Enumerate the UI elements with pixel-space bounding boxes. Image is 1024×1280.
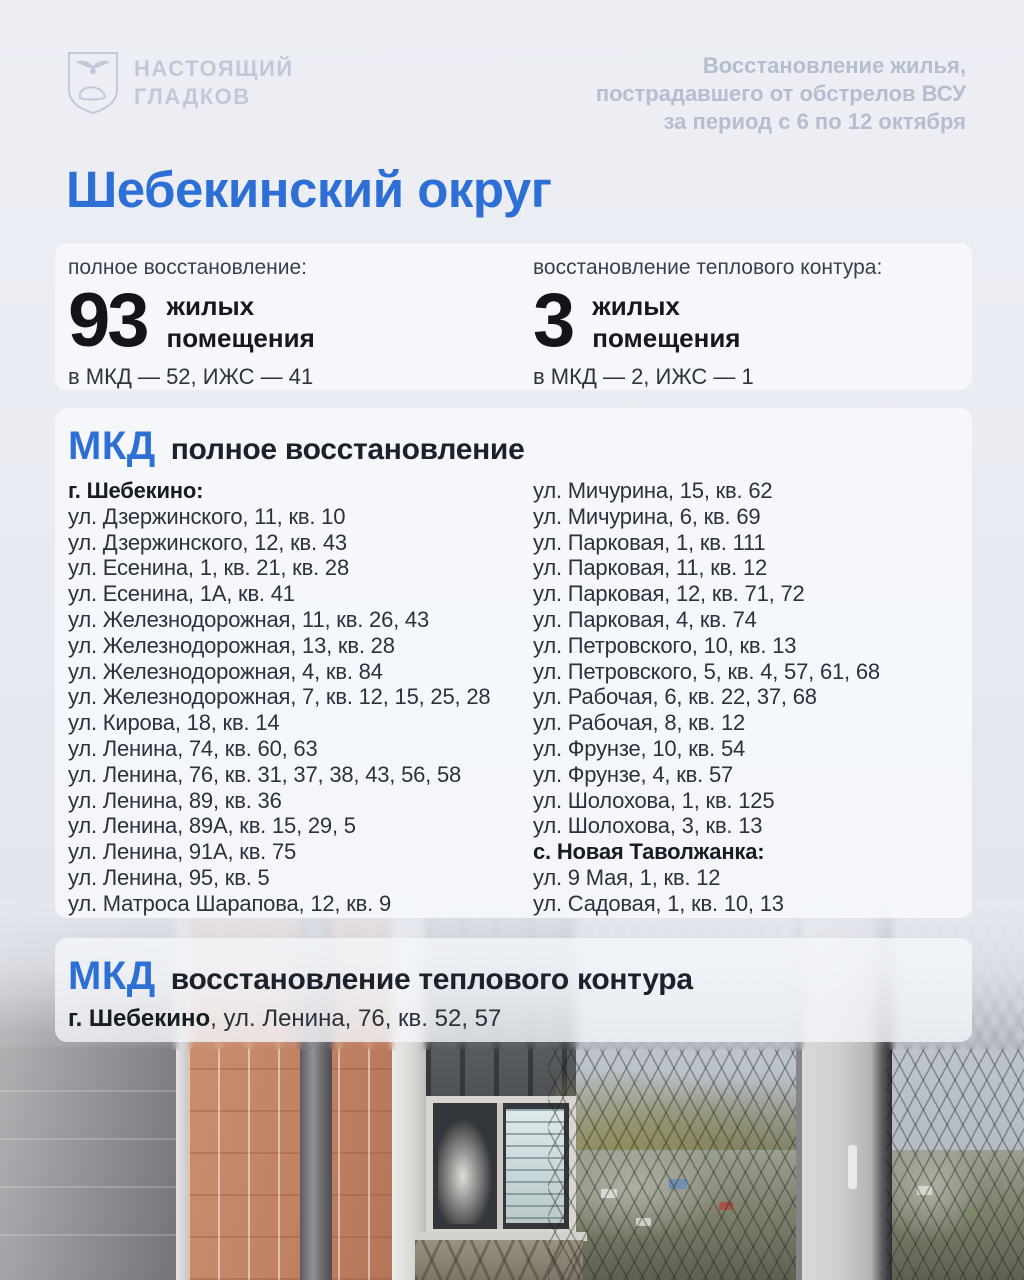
address-item: ул. Шолохова, 3, кв. 13 — [533, 813, 763, 839]
address-item: ул. Рабочая, 6, кв. 22, 37, 68 — [533, 684, 817, 710]
thermal-restoration-card: МКД восстановление теплового контура г. … — [55, 938, 972, 1042]
chevron-apron-panel — [415, 1240, 583, 1280]
stat-unit-line1: жилых — [166, 291, 255, 321]
stat-label: полное восстановление: — [68, 256, 308, 279]
brand-name-line1: НАСТОЯЩИЙ — [134, 56, 294, 81]
address-item: ул. Парковая, 1, кв. 111 — [533, 529, 766, 555]
thermal-address: , ул. Ленина, 76, кв. 52, 57 — [210, 1005, 502, 1032]
subtitle-line: Восстановление жилья, — [702, 53, 966, 78]
address-column-right: ул. Мичурина, 15, кв. 62 ул. Мичурина, 6,… — [533, 478, 880, 917]
address-item: ул. Парковая, 11, кв. 12 — [533, 555, 768, 581]
stats-card: полное восстановление: 93 жилых помещени… — [55, 243, 972, 390]
house — [963, 1208, 977, 1217]
address-item: ул. Петровского, 10, кв. 13 — [533, 632, 797, 658]
address-item: ул. Парковая, 12, кв. 71, 72 — [533, 581, 805, 607]
stat-breakdown: в МКД — 52, ИЖС — 41 — [68, 363, 314, 389]
mkd-tag: МКД — [68, 424, 156, 468]
stat-unit-line1: жилых — [592, 291, 680, 321]
stat-unit: жилых помещения — [167, 290, 315, 354]
locality-header: г. Шебекино: — [68, 478, 204, 503]
address-item: ул. 9 Мая, 1, кв. 12 — [533, 864, 721, 890]
stat-unit-line2: помещения — [166, 323, 315, 353]
address-item: ул. Рабочая, 8, кв. 12 — [533, 710, 746, 736]
section-heading-text: восстановление теплового контура — [170, 963, 693, 996]
full-restoration-card: МКД полное восстановление г. Шебекино: ул… — [55, 408, 972, 918]
window-sill — [415, 1232, 587, 1241]
house — [668, 1178, 687, 1189]
address-item: ул. Железнодорожная, 13, кв. 28 — [68, 632, 395, 658]
address-item: ул. Ленина, 76, кв. 31, 37, 38, 43, 56, … — [68, 761, 462, 787]
stat-value: 93 — [68, 278, 150, 363]
address-item: ул. Ленина, 74, кв. 60, 63 — [68, 735, 318, 761]
address-item: ул. Мичурина, 6, кв. 69 — [533, 503, 761, 529]
thermal-address-line: г. Шебекино, ул. Ленина, 76, кв. 52, 57 — [55, 999, 972, 1033]
subtitle-line: за период с 6 по 12 октября — [663, 109, 966, 134]
page-title: Шебекинский округ — [66, 161, 552, 218]
house — [636, 1217, 651, 1226]
window-reflection — [438, 1118, 493, 1224]
distant-town — [890, 1150, 1024, 1280]
address-item: ул. Ленина, 95, кв. 5 — [68, 864, 270, 890]
stat-label: восстановление теплового контура: — [533, 256, 883, 279]
belgorod-coat-of-arms-icon — [68, 52, 118, 115]
window-handle — [848, 1145, 857, 1189]
locality-header: с. Новая Таволжанка: — [533, 839, 765, 865]
stat-full-restoration: полное восстановление: 93 жилых помещени… — [68, 243, 315, 390]
window-mullion — [496, 1103, 503, 1229]
brand-name-line2: ГЛАДКОВ — [134, 84, 251, 109]
address-item: ул. Ленина, 91А, кв. 75 — [68, 839, 297, 865]
thermal-city: г. Шебекино — [68, 1005, 211, 1032]
mkd-tag: МКД — [68, 954, 156, 998]
address-item: ул. Дзержинского, 12, кв. 43 — [68, 529, 347, 555]
brand-name: НАСТОЯЩИЙ ГЛАДКОВ — [134, 55, 294, 111]
address-item: ул. Есенина, 1А, кв. 41 — [68, 581, 295, 607]
stat-thermal-restoration: восстановление теплового контура: 3 жилы… — [533, 243, 882, 390]
address-item: ул. Железнодорожная, 11, кв. 26, 43 — [68, 606, 430, 632]
section-heading-text: полное восстановление — [170, 433, 525, 466]
address-item: ул. Мичурина, 15, кв. 62 — [533, 478, 773, 503]
address-item: ул. Шолохова, 1, кв. 125 — [533, 787, 775, 813]
address-item: ул. Матроса Шарапова, 12, кв. 9 — [68, 890, 391, 916]
balcony-window — [426, 1096, 576, 1236]
house — [718, 1202, 733, 1210]
address-item: ул. Парковая, 4, кв. 74 — [533, 606, 757, 632]
address-item: ул. Фрунзе, 4, кв. 57 — [533, 761, 734, 787]
address-item: ул. Железнодорожная, 7, кв. 12, 15, 25, … — [68, 684, 491, 710]
stat-value: 3 — [533, 278, 575, 363]
address-item: ул. Садовая, 1, кв. 10, 13 — [533, 890, 784, 916]
address-item: ул. Железнодорожная, 4, кв. 84 — [68, 658, 383, 684]
stat-unit-line2: помещения — [592, 323, 741, 353]
stat-unit: жилых помещения — [592, 290, 740, 354]
address-item: ул. Ленина, 89А, кв. 15, 29, 5 — [68, 813, 356, 839]
address-column-left: г. Шебекино: ул. Дзержинского, 11, кв. 10… — [68, 478, 491, 917]
house — [601, 1189, 617, 1198]
distant-town — [556, 1150, 806, 1280]
stat-breakdown: в МКД — 2, ИЖС — 1 — [533, 363, 754, 389]
address-item: ул. Есенина, 1, кв. 21, кв. 28 — [68, 555, 349, 581]
brand-logo: НАСТОЯЩИЙ ГЛАДКОВ — [66, 50, 294, 116]
address-item: ул. Ленина, 89, кв. 36 — [68, 787, 282, 813]
address-item: ул. Кирова, 18, кв. 14 — [68, 710, 280, 736]
report-subtitle: Восстановление жилья, пострадавшего от о… — [596, 52, 966, 136]
section-heading: МКД полное восстановление — [55, 408, 972, 469]
subtitle-line: пострадавшего от обстрелов ВСУ — [595, 81, 966, 106]
section-heading: МКД восстановление теплового контура — [55, 938, 972, 999]
info-posters — [506, 1109, 564, 1223]
house — [916, 1186, 932, 1196]
address-item: ул. Фрунзе, 10, кв. 54 — [533, 735, 746, 761]
address-item: ул. Петровского, 5, кв. 4, 57, 61, 68 — [533, 658, 880, 684]
address-item: ул. Дзержинского, 11, кв. 10 — [68, 503, 346, 529]
